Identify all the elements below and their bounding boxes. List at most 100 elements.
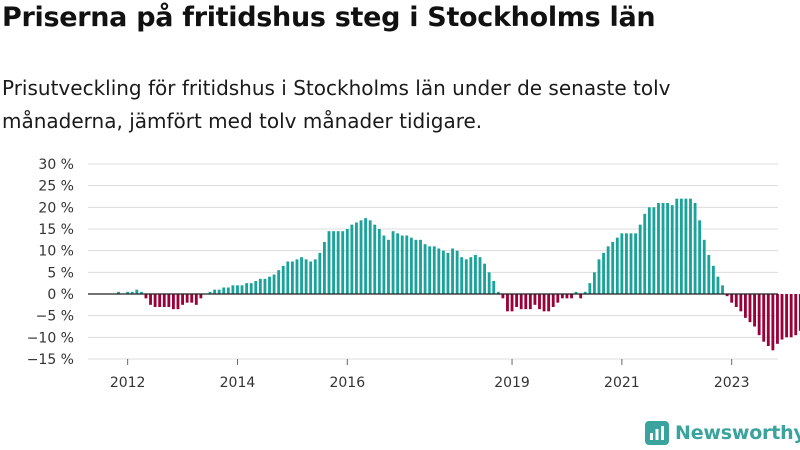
chart-title: Priserna på fritidshus steg i Stockholms… — [2, 2, 656, 33]
bar — [428, 246, 432, 294]
bar — [387, 239, 390, 294]
bar — [268, 276, 271, 294]
bar — [643, 213, 647, 294]
bar — [757, 294, 761, 336]
bar — [592, 272, 596, 294]
x-tick-label: 2014 — [220, 375, 256, 391]
bar — [606, 246, 610, 294]
bar — [506, 294, 509, 312]
bar — [368, 220, 372, 294]
bar — [281, 265, 285, 294]
bar — [405, 235, 409, 294]
bar — [460, 257, 464, 294]
bar — [652, 207, 656, 294]
bar — [657, 203, 660, 294]
bar — [711, 265, 715, 294]
bar — [323, 242, 326, 294]
bar — [400, 235, 404, 294]
bar — [309, 261, 313, 294]
bar — [286, 261, 290, 294]
bar — [327, 231, 331, 294]
bar — [236, 285, 239, 294]
bar — [130, 291, 134, 294]
bar — [226, 287, 230, 294]
y-axis-labels: −15 % −10 % −5 % 0 % 5 % 10 % 15 % 20 % 25 % 30 % — [27, 157, 74, 368]
bar — [588, 283, 592, 294]
bar — [478, 257, 482, 294]
x-tick-label: 2023 — [714, 375, 750, 391]
bar — [441, 250, 445, 294]
bar — [313, 259, 317, 294]
bar — [533, 294, 537, 305]
bar — [350, 224, 354, 294]
bar — [185, 294, 189, 303]
bar — [345, 229, 349, 294]
bar — [432, 246, 436, 294]
bar — [451, 248, 454, 294]
bar — [176, 294, 180, 310]
bar — [304, 259, 308, 294]
bar — [748, 294, 752, 323]
bar — [798, 294, 800, 331]
bar — [661, 203, 665, 294]
bar — [277, 270, 281, 294]
bar — [240, 285, 244, 294]
bar — [437, 248, 441, 294]
bar — [359, 220, 363, 294]
bar — [213, 289, 217, 294]
bar — [597, 259, 601, 294]
bar — [158, 294, 162, 307]
bar — [794, 294, 798, 336]
bar — [528, 294, 532, 310]
bar — [743, 294, 747, 318]
bar — [272, 274, 276, 294]
bar — [423, 244, 427, 294]
bar — [171, 294, 175, 310]
bar — [455, 250, 459, 294]
y-tick-label: −5 % — [36, 309, 74, 325]
bar — [693, 203, 697, 294]
bar — [341, 231, 345, 294]
x-tick-label: 2019 — [494, 375, 530, 391]
bar — [698, 220, 702, 294]
bar — [469, 257, 473, 294]
bar — [153, 294, 157, 307]
bar — [716, 276, 720, 294]
bar — [771, 294, 775, 351]
bar — [217, 289, 221, 294]
x-axis: 2012201420162019202120232025 — [110, 359, 750, 391]
bar — [739, 294, 743, 312]
bar — [446, 252, 450, 294]
bar — [753, 294, 756, 327]
bar — [364, 218, 368, 294]
y-tick-label: 20 % — [38, 200, 74, 216]
bar — [336, 231, 340, 294]
bar — [556, 294, 560, 303]
bar — [647, 207, 651, 294]
bar — [789, 294, 793, 338]
bar — [332, 231, 335, 294]
bar — [139, 291, 143, 294]
bar — [501, 294, 505, 299]
bar — [409, 237, 413, 294]
bar — [464, 259, 468, 294]
y-tick-label: 25 % — [38, 179, 74, 195]
bar — [162, 294, 166, 307]
bar — [167, 294, 171, 307]
bar — [377, 229, 381, 294]
y-tick-label: −10 % — [27, 330, 74, 346]
bar — [318, 252, 322, 294]
bar — [574, 291, 578, 294]
bar — [560, 294, 564, 299]
bar — [638, 224, 642, 294]
bar — [249, 283, 253, 294]
y-tick-label: 15 % — [38, 222, 74, 238]
bar — [515, 294, 519, 307]
bar — [785, 294, 789, 338]
bar — [149, 294, 152, 305]
bar — [254, 281, 258, 294]
bar — [538, 294, 541, 310]
bar — [547, 294, 551, 312]
y-tick-label: −15 % — [27, 352, 74, 368]
bar — [222, 287, 226, 294]
